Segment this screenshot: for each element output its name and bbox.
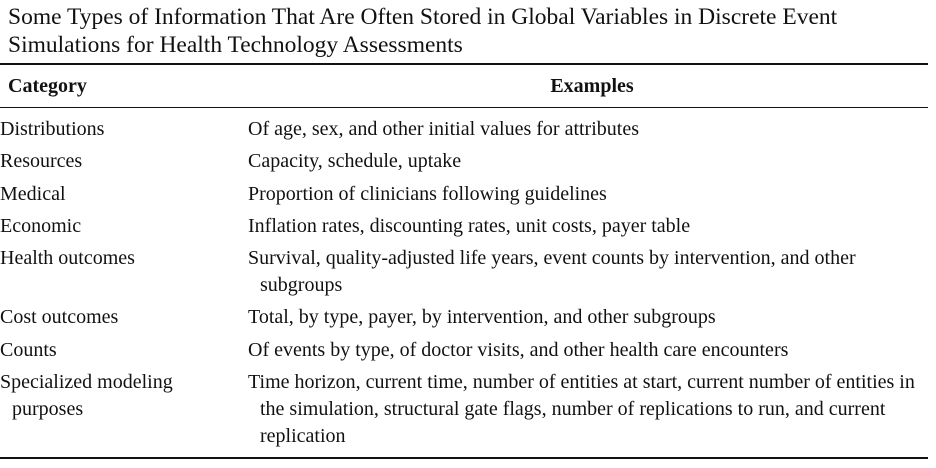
category-cell: Medical (0, 182, 66, 205)
table-body: Distributions Of age, sex, and other ini… (0, 116, 928, 455)
column-header-category: Category (8, 75, 87, 97)
examples-cell: Inflation rates, discounting rates, unit… (248, 214, 691, 237)
category-cell: Specialized modeling purposes (0, 371, 173, 421)
table-row: Economic Inflation rates, discounting ra… (0, 213, 928, 240)
category-cell: Counts (0, 338, 57, 361)
category-cell: Distributions (0, 118, 105, 140)
examples-cell: Of age, sex, and other initial values fo… (248, 118, 639, 140)
category-cell: Resources (0, 150, 83, 173)
table-row: Distributions Of age, sex, and other ini… (0, 116, 928, 143)
table-row: Resources Capacity, schedule, uptake (0, 148, 928, 175)
category-cell: Economic (0, 214, 82, 237)
table-header-rule (0, 107, 928, 108)
table-bottom-rule (0, 457, 928, 459)
examples-cell: Time horizon, current time, number of en… (248, 371, 915, 448)
examples-cell: Capacity, schedule, uptake (248, 150, 462, 173)
table-row: Specialized modeling purposes Time horiz… (0, 369, 928, 450)
table-row: Medical Proportion of clinicians followi… (0, 181, 928, 208)
table-top-rule (0, 63, 928, 65)
category-cell: Health outcomes (0, 247, 135, 270)
table-caption: Some Types of Information That Are Often… (8, 4, 838, 58)
examples-cell: Of events by type, of doctor visits, and… (248, 338, 789, 361)
column-header-examples: Examples (550, 75, 634, 97)
table-row: Cost outcomes Total, by type, payer, by … (0, 304, 928, 331)
table-row: Health outcomes Survival, quality-adjust… (0, 245, 928, 299)
examples-cell: Total, by type, payer, by intervention, … (248, 306, 716, 329)
category-cell: Cost outcomes (0, 306, 119, 329)
examples-cell: Survival, quality-adjusted life years, e… (248, 247, 856, 297)
table-row: Counts Of events by type, of doctor visi… (0, 337, 928, 364)
examples-cell: Proportion of clinicians following guide… (248, 182, 607, 205)
